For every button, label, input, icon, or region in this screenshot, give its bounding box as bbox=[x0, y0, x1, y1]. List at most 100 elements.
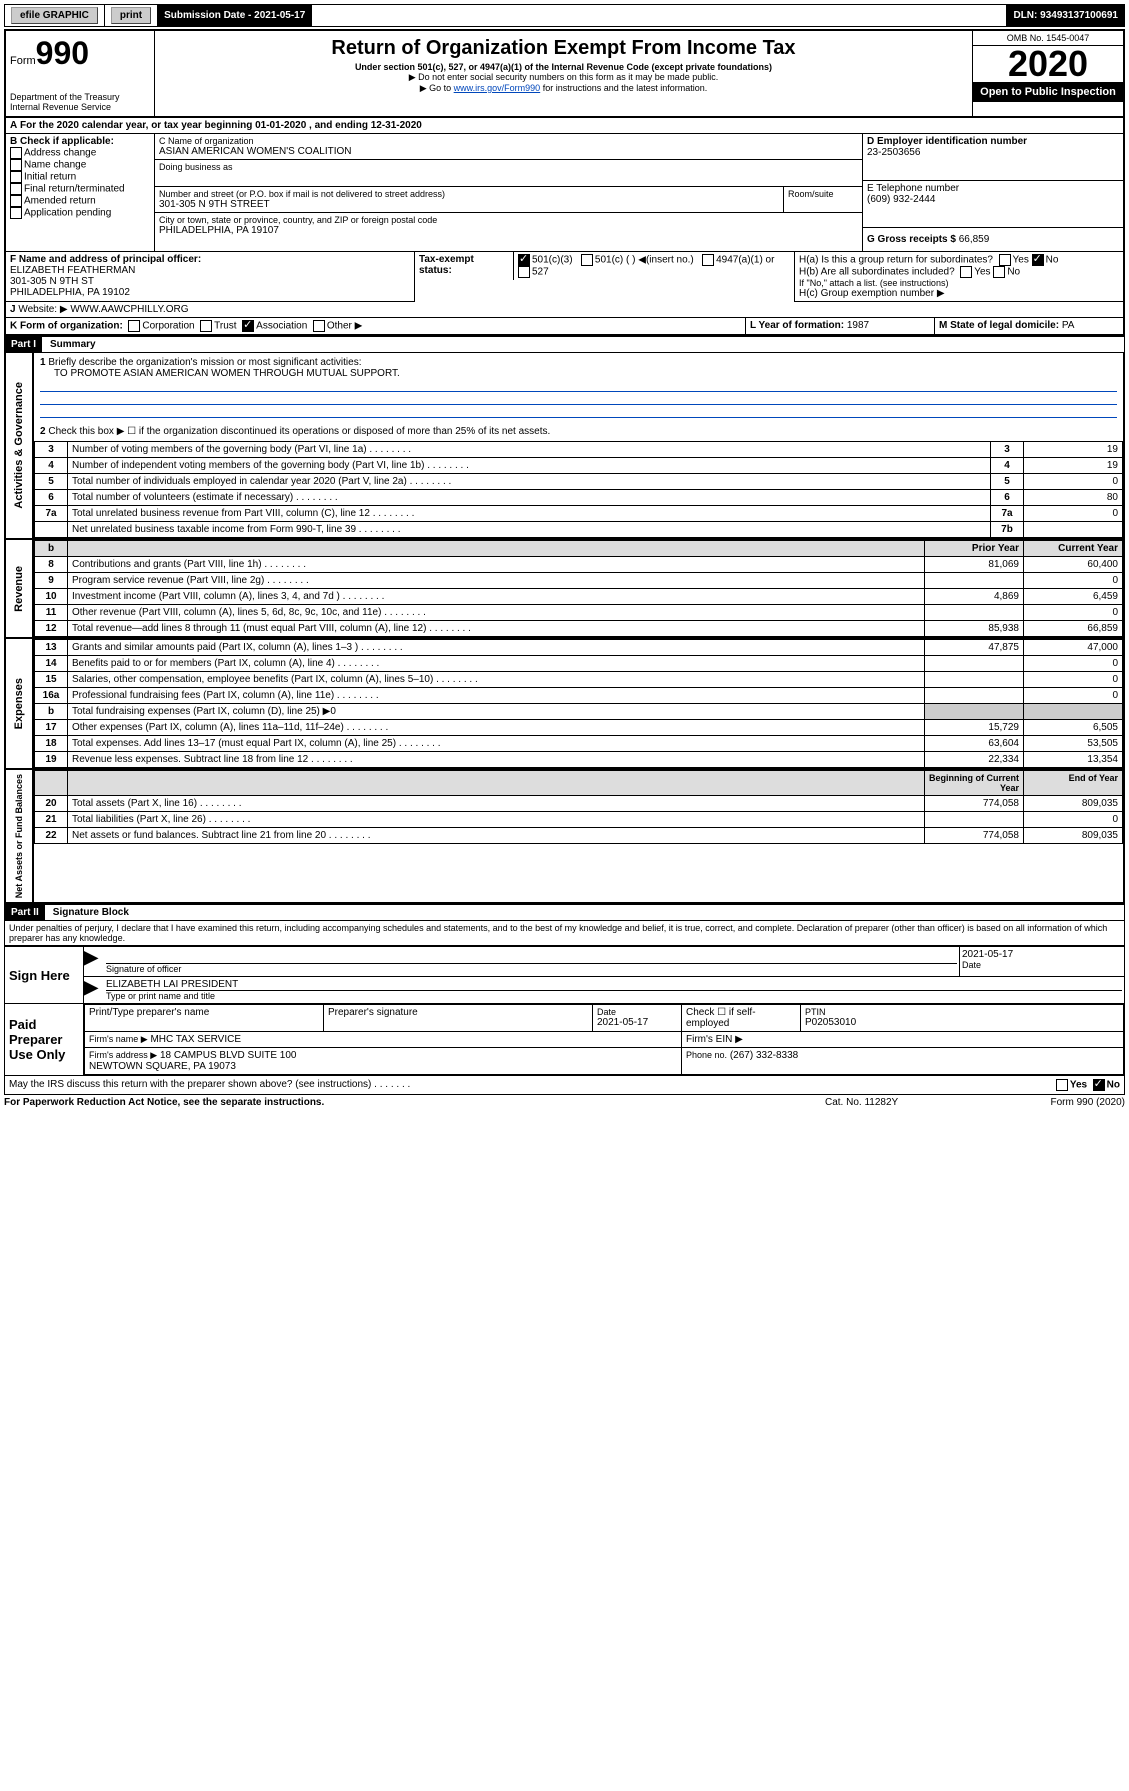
instructions-link[interactable]: www.irs.gov/Form990 bbox=[454, 83, 541, 93]
vlabel-rev: Revenue bbox=[11, 562, 27, 616]
efile-btn[interactable]: efile GRAPHIC bbox=[11, 7, 98, 24]
phone: (609) 932-2444 bbox=[867, 194, 1119, 205]
revenue-section: Revenue bPrior YearCurrent Year8Contribu… bbox=[4, 540, 1125, 639]
topbar: efile GRAPHIC print Submission Date - 20… bbox=[4, 4, 1125, 27]
cb-discuss-no[interactable] bbox=[1093, 1079, 1105, 1091]
tax-year: 2020 bbox=[973, 46, 1123, 82]
print-btn[interactable]: print bbox=[111, 7, 151, 24]
m-lbl: M State of legal domicile: bbox=[939, 320, 1059, 331]
c-name-lbl: C Name of organization bbox=[159, 136, 858, 146]
arrow-icon: ▶ bbox=[84, 977, 104, 1003]
discuss: May the IRS discuss this return with the… bbox=[9, 1079, 1056, 1091]
line-a: A For the 2020 calendar year, or tax yea… bbox=[6, 118, 1123, 134]
l2: Check this box ▶ ☐ if the organization d… bbox=[48, 426, 550, 437]
cb-501c[interactable] bbox=[581, 254, 593, 266]
firm: MHC TAX SERVICE bbox=[150, 1034, 241, 1045]
cb-assoc[interactable] bbox=[242, 320, 254, 332]
sign-here: Sign Here ▶ Signature of officer 2021-05… bbox=[4, 946, 1125, 1004]
dept: Department of the Treasury Internal Reve… bbox=[10, 92, 150, 112]
sign-lbl: Sign Here bbox=[5, 947, 84, 1003]
rev-table: bPrior YearCurrent Year8Contributions an… bbox=[34, 540, 1123, 637]
cb-amended[interactable]: Amended return bbox=[10, 195, 150, 207]
l1: Briefly describe the organization's miss… bbox=[48, 357, 361, 368]
paid-lbl: Paid Preparer Use Only bbox=[5, 1004, 84, 1075]
ph2: Preparer's signature bbox=[324, 1005, 593, 1032]
form-title: Return of Organization Exempt From Incom… bbox=[159, 37, 968, 60]
cb-501c3[interactable] bbox=[518, 254, 530, 266]
net-table: Beginning of Current YearEnd of Year20To… bbox=[34, 770, 1123, 844]
ha: H(a) Is this a group return for subordin… bbox=[799, 254, 1119, 266]
org-name: ASIAN AMERICAN WOMEN'S COALITION bbox=[159, 146, 858, 157]
firm-lbl: Firm's name ▶ bbox=[89, 1034, 148, 1044]
g-lbl: G Gross receipts $ bbox=[867, 234, 956, 245]
part-ii-title: Signature Block bbox=[45, 907, 129, 918]
cb-address[interactable]: Address change bbox=[10, 147, 150, 159]
e-lbl: E Telephone number bbox=[867, 183, 1119, 194]
exp-table: 13Grants and similar amounts paid (Part … bbox=[34, 639, 1123, 768]
dln: DLN: 93493137100691 bbox=[1007, 5, 1124, 26]
i-lbl: Tax-exempt status: bbox=[415, 252, 514, 280]
vlabel-net: Net Assets or Fund Balances bbox=[12, 770, 26, 902]
city: PHILADELPHIA, PA 19107 bbox=[159, 225, 858, 236]
subtitle1: Under section 501(c), 527, or 4947(a)(1)… bbox=[159, 62, 968, 72]
sig-lbl: Signature of officer bbox=[106, 964, 957, 974]
addr-lbl: Number and street (or P.O. box if mail i… bbox=[159, 189, 779, 199]
part-ii-hdr: Part II bbox=[5, 905, 45, 920]
cb-trust[interactable] bbox=[200, 320, 212, 332]
vlabel-exp: Expenses bbox=[11, 674, 27, 733]
form-number: 990 bbox=[36, 35, 89, 71]
declaration: Under penalties of perjury, I declare th… bbox=[4, 921, 1125, 946]
form-ref: Form 990 (2020) bbox=[985, 1097, 1125, 1108]
form-word: Form bbox=[10, 55, 36, 67]
ein: 23-2503656 bbox=[867, 147, 1119, 158]
l-lbl: L Year of formation: bbox=[750, 320, 844, 331]
k-lbl: K Form of organization: bbox=[10, 321, 123, 332]
spacer bbox=[312, 5, 1007, 26]
arrow-icon: ▶ bbox=[84, 947, 104, 976]
subtitle3: ▶ Go to www.irs.gov/Form990 for instruct… bbox=[159, 83, 968, 94]
hb-note: If "No," attach a list. (see instruction… bbox=[799, 278, 1119, 288]
date-lbl: Date bbox=[962, 960, 1122, 970]
gov-table: 3Number of voting members of the governi… bbox=[34, 441, 1123, 538]
cb-name[interactable]: Name change bbox=[10, 159, 150, 171]
notice: For Paperwork Reduction Act Notice, see … bbox=[4, 1097, 825, 1108]
sig-date: 2021-05-17 bbox=[962, 949, 1122, 960]
cb-final[interactable]: Final return/terminated bbox=[10, 183, 150, 195]
officer-sig-name: ELIZABETH LAI PRESIDENT bbox=[106, 979, 1122, 991]
section-b-to-g: B Check if applicable: Address change Na… bbox=[4, 134, 1125, 252]
cb-initial[interactable]: Initial return bbox=[10, 171, 150, 183]
cb-4947[interactable] bbox=[702, 254, 714, 266]
cb-pending[interactable]: Application pending bbox=[10, 207, 150, 219]
ph3: Date bbox=[597, 1007, 677, 1017]
section-f-h: F Name and address of principal officer:… bbox=[4, 252, 1125, 302]
room-lbl: Room/suite bbox=[783, 187, 862, 212]
cb-corp[interactable] bbox=[128, 320, 140, 332]
part-i-title: Summary bbox=[42, 339, 96, 350]
form-header: Form990 Department of the Treasury Inter… bbox=[4, 29, 1125, 118]
cat: Cat. No. 11282Y bbox=[825, 1097, 985, 1108]
open-public: Open to Public Inspection bbox=[973, 82, 1123, 102]
year-formed: 1987 bbox=[847, 320, 869, 331]
domicile: PA bbox=[1062, 320, 1075, 331]
hb: H(b) Are all subordinates included? Yes … bbox=[799, 266, 1119, 278]
hc: H(c) Group exemption number ▶ bbox=[799, 288, 1119, 299]
subtitle2: ▶ Do not enter social security numbers o… bbox=[159, 72, 968, 83]
ph4: Check ☐ if self-employed bbox=[682, 1005, 801, 1032]
governance-section: Activities & Governance 1 Briefly descri… bbox=[4, 353, 1125, 540]
part-i-hdr: Part I bbox=[5, 337, 42, 352]
officer-name: ELIZABETH FEATHERMAN bbox=[10, 265, 410, 276]
faddr-lbl: Firm's address ▶ bbox=[89, 1050, 157, 1060]
cb-discuss-yes[interactable] bbox=[1056, 1079, 1068, 1091]
gross-receipts: 66,859 bbox=[959, 234, 990, 245]
prep-phone: (267) 332-8338 bbox=[730, 1050, 798, 1061]
website: WWW.AAWCPHILLY.ORG bbox=[70, 304, 188, 315]
phone-lbl: Phone no. bbox=[686, 1050, 727, 1060]
cb-other[interactable] bbox=[313, 320, 325, 332]
vlabel-gov: Activities & Governance bbox=[11, 378, 27, 513]
ptin: P02053010 bbox=[805, 1017, 1119, 1028]
cb-527[interactable] bbox=[518, 266, 530, 278]
b-label: B Check if applicable: bbox=[10, 136, 150, 147]
f-lbl: F Name and address of principal officer: bbox=[10, 254, 410, 265]
dba-lbl: Doing business as bbox=[159, 162, 858, 172]
net-section: Net Assets or Fund Balances Beginning of… bbox=[4, 770, 1125, 904]
